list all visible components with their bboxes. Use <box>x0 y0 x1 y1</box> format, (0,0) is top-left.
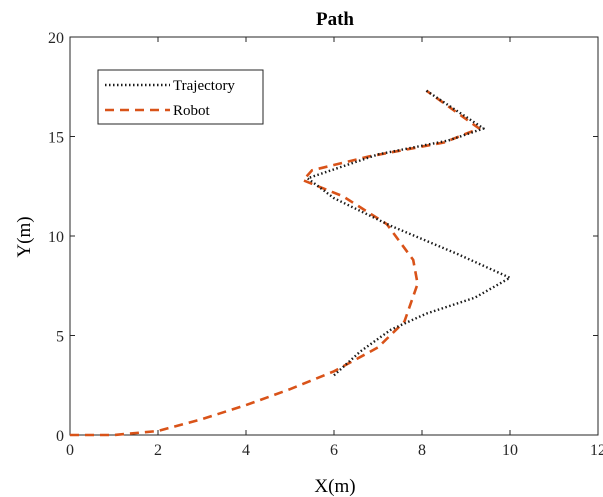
x-tick-label: 12 <box>590 442 603 459</box>
chart-title: Path <box>316 9 354 30</box>
x-tick-label: 0 <box>66 442 74 459</box>
series-layer <box>70 89 512 437</box>
series-line-robot <box>70 89 481 437</box>
y-tick-label: 15 <box>48 130 64 147</box>
x-tick-label: 8 <box>418 442 426 459</box>
x-axis-label: X(m) <box>314 476 355 497</box>
legend: Trajectory Robot <box>97 69 264 125</box>
y-tick-label: 0 <box>56 428 64 445</box>
x-tick-label: 6 <box>330 442 338 459</box>
series-line-trajectory <box>306 89 512 377</box>
y-axis-label: Y(m) <box>14 216 35 257</box>
x-tick-label: 2 <box>154 442 162 459</box>
y-tick-label: 10 <box>48 229 64 246</box>
axis-ticks: 0 2 4 6 8 10 12 0 5 10 15 20 <box>48 30 603 459</box>
legend-label-trajectory: Trajectory <box>173 78 235 94</box>
legend-label-robot: Robot <box>173 103 211 119</box>
y-tick-label: 20 <box>48 30 64 47</box>
x-tick-label: 4 <box>242 442 250 459</box>
legend-box <box>97 69 264 125</box>
x-tick-label: 10 <box>502 442 518 459</box>
y-tick-label: 5 <box>56 329 64 346</box>
